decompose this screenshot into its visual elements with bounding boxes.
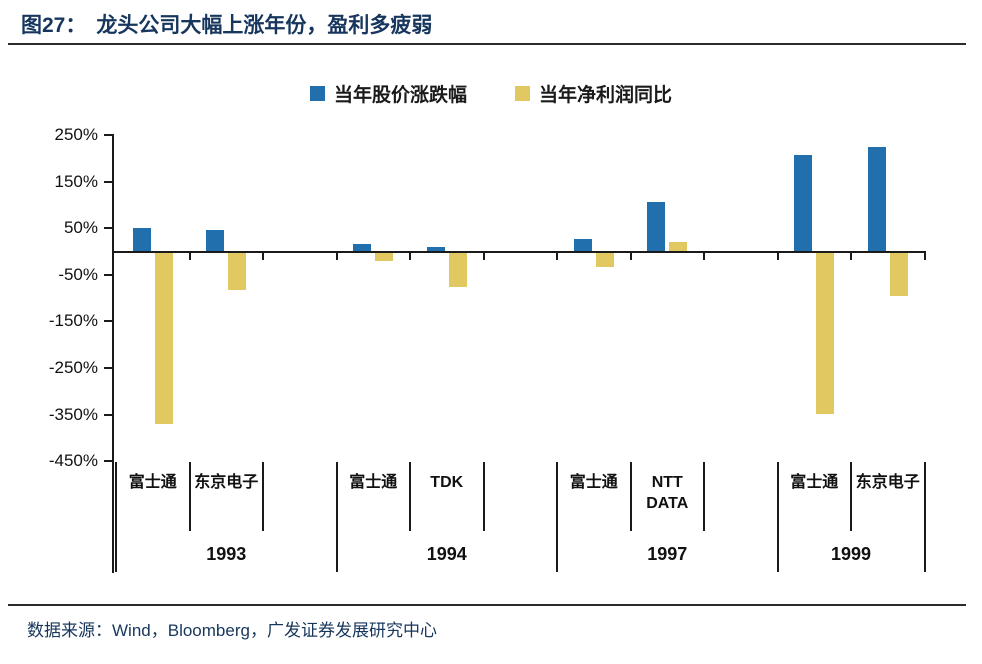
company-separator-line bbox=[850, 462, 852, 531]
y-axis-tick-mark bbox=[104, 133, 113, 136]
x-axis-tick-mark bbox=[262, 252, 264, 260]
price-change-bar-1993-东京电子 bbox=[206, 230, 225, 252]
company-label-富士通: 富士通 bbox=[128, 474, 177, 491]
profit-growth-bar-1994-TDK bbox=[448, 252, 467, 287]
group-left-line bbox=[776, 462, 779, 572]
figure-title: 图27： 龙头公司大幅上涨年份，盈利多疲弱 bbox=[21, 9, 432, 39]
figure-number: 图27： bbox=[21, 14, 87, 37]
legend-swatch-profit-icon bbox=[515, 86, 530, 101]
price-change-bar-1997-NTT DATA bbox=[647, 201, 666, 252]
group-left-line bbox=[556, 462, 558, 572]
legend-label-price: 当年股价涨跌幅 bbox=[333, 85, 467, 106]
price-change-bar-1994-TDK bbox=[426, 247, 445, 252]
company-label-东京电子: 东京电子 bbox=[194, 474, 259, 491]
profit-growth-bar-1997-富士通 bbox=[595, 252, 614, 267]
company-label-TDK: TDK bbox=[430, 474, 464, 491]
company-separator-line bbox=[629, 462, 632, 531]
price-change-bar-1999-富士通 bbox=[794, 154, 813, 252]
y-axis-tick-mark bbox=[104, 413, 113, 416]
x-axis-tick-mark bbox=[188, 252, 191, 260]
x-axis-tick-mark bbox=[335, 252, 338, 260]
profit-growth-bar-1993-富士通 bbox=[154, 252, 173, 425]
profit-growth-bar-1993-东京电子 bbox=[228, 252, 247, 290]
y-axis-tick-label: 150% bbox=[54, 171, 98, 191]
x-axis-tick-mark bbox=[776, 252, 779, 260]
profit-growth-bar-1997-NTT DATA bbox=[669, 241, 688, 252]
company-separator-line bbox=[262, 462, 264, 531]
company-label-富士通: 富士通 bbox=[569, 474, 618, 491]
footer-divider-line bbox=[8, 604, 966, 606]
group-right-line bbox=[923, 462, 926, 572]
data-source: 数据来源：Wind，Bloomberg，广发证券发展研究中心 bbox=[27, 621, 437, 640]
profit-growth-bar-1994-富士通 bbox=[375, 252, 394, 262]
company-separator-line bbox=[703, 462, 705, 531]
year-label-1993: 1993 bbox=[206, 544, 247, 564]
x-axis-tick-mark bbox=[703, 252, 705, 260]
group-left-line bbox=[115, 462, 117, 572]
chart-legend: 当年股价涨跌幅 当年净利润同比 bbox=[0, 80, 982, 107]
x-axis-tick-mark bbox=[556, 252, 558, 260]
year-label-1997: 1997 bbox=[647, 544, 688, 564]
y-axis-tick-label: -450% bbox=[48, 451, 98, 471]
x-axis-tick-mark bbox=[629, 252, 632, 260]
y-axis-tick-mark bbox=[104, 180, 113, 183]
y-axis-tick-mark bbox=[104, 367, 113, 370]
x-axis-tick-mark bbox=[923, 252, 926, 260]
legend-label-profit: 当年净利润同比 bbox=[539, 85, 673, 106]
company-label-富士通: 富士通 bbox=[790, 474, 839, 491]
legend-item-price: 当年股价涨跌幅 bbox=[309, 80, 467, 107]
y-axis-tick-mark bbox=[104, 273, 113, 276]
profit-growth-bar-1999-东京电子 bbox=[889, 252, 908, 296]
company-label-NTT DATA: NTT DATA bbox=[646, 474, 689, 512]
legend-item-profit: 当年净利润同比 bbox=[515, 80, 672, 107]
group-left-line bbox=[335, 462, 338, 572]
zero-baseline bbox=[112, 250, 926, 253]
price-change-bar-1999-东京电子 bbox=[867, 146, 886, 252]
y-axis-tick-label: 50% bbox=[63, 218, 98, 238]
y-axis-tick-label: -50% bbox=[58, 264, 98, 284]
y-axis-tick-label: -350% bbox=[48, 404, 98, 424]
price-change-bar-1997-富士通 bbox=[573, 238, 592, 252]
x-axis-tick-mark bbox=[850, 252, 852, 260]
y-axis-tick-label: -250% bbox=[48, 358, 98, 378]
y-axis-tick-mark bbox=[104, 320, 113, 323]
company-label-东京电子: 东京电子 bbox=[855, 474, 920, 491]
x-axis-tick-mark bbox=[409, 252, 411, 260]
x-axis-tick-mark bbox=[482, 252, 485, 260]
price-change-bar-1993-富士通 bbox=[132, 228, 151, 252]
figure-title-text: 龙头公司大幅上涨年份，盈利多疲弱 bbox=[96, 14, 433, 37]
legend-swatch-price-icon bbox=[309, 86, 325, 101]
year-label-1999: 1999 bbox=[830, 544, 872, 564]
company-separator-line bbox=[188, 462, 191, 531]
year-label-1994: 1994 bbox=[426, 544, 467, 564]
y-axis-tick-label: -150% bbox=[48, 311, 98, 331]
y-axis-tick-label: 250% bbox=[54, 124, 98, 144]
company-separator-line bbox=[409, 462, 411, 531]
y-axis-line bbox=[112, 134, 114, 573]
company-label-富士通: 富士通 bbox=[349, 474, 398, 491]
company-separator-line bbox=[482, 462, 485, 531]
y-axis-tick-mark bbox=[104, 460, 113, 463]
profit-growth-bar-1999-富士通 bbox=[816, 252, 835, 414]
y-axis-tick-mark bbox=[104, 227, 113, 230]
price-change-bar-1994-富士通 bbox=[353, 243, 372, 252]
title-divider-line bbox=[8, 43, 966, 45]
